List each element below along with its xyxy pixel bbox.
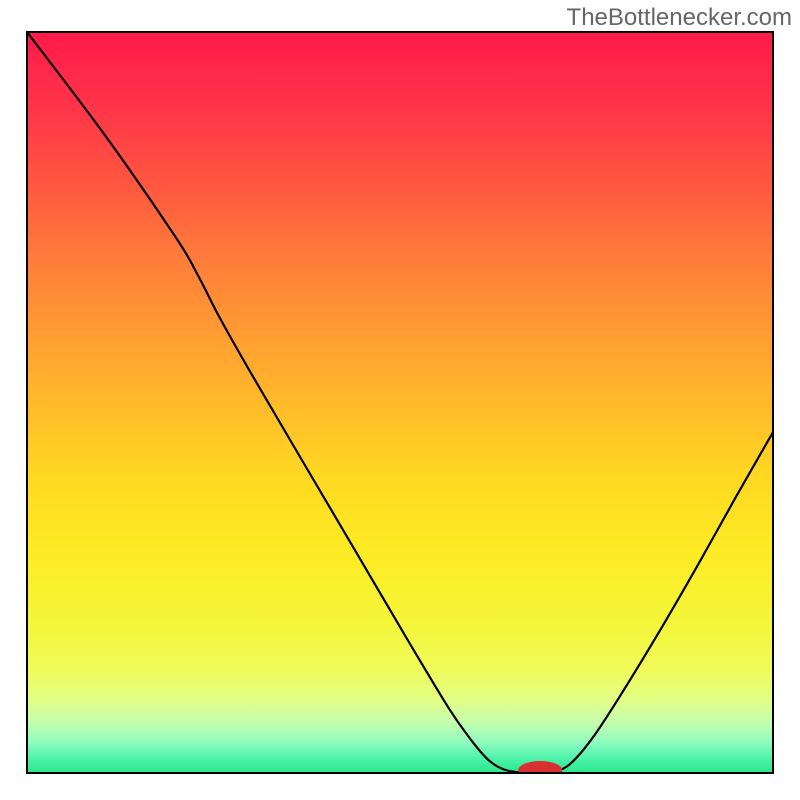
optimum-marker [518, 761, 562, 779]
plot-background [27, 32, 773, 773]
figure-container: TheBottlenecker.com [0, 0, 800, 800]
watermark-text: TheBottlenecker.com [567, 4, 792, 32]
bottleneck-chart [0, 0, 800, 800]
